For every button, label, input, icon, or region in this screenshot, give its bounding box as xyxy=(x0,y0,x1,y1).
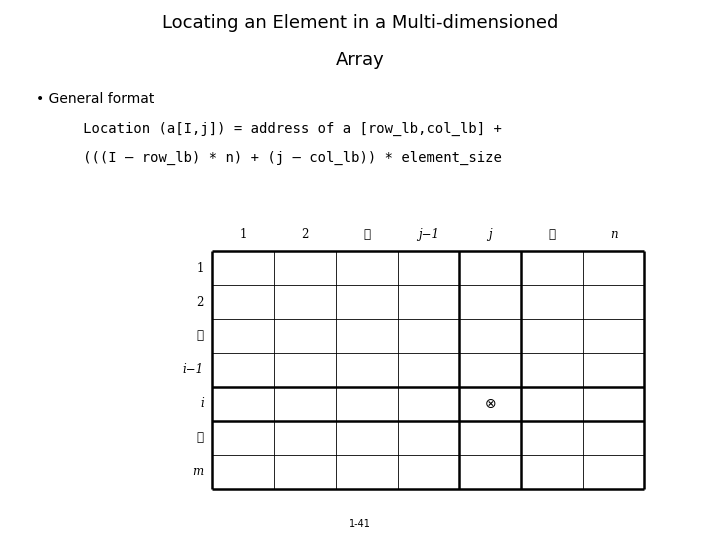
Text: 1-41: 1-41 xyxy=(349,519,371,529)
Text: ⋯: ⋯ xyxy=(549,228,555,241)
Text: i−1: i−1 xyxy=(183,363,204,376)
Text: ⋯: ⋯ xyxy=(363,228,370,241)
Text: Locating an Element in a Multi-dimensioned: Locating an Element in a Multi-dimension… xyxy=(162,14,558,31)
Text: • General format: • General format xyxy=(36,92,154,106)
Text: j−1: j−1 xyxy=(418,228,439,241)
Text: 1: 1 xyxy=(197,261,204,274)
Text: 2: 2 xyxy=(301,228,309,241)
Text: (((I – row_lb) * n) + (j – col_lb)) * element_size: (((I – row_lb) * n) + (j – col_lb)) * el… xyxy=(58,151,501,165)
Text: 2: 2 xyxy=(197,295,204,308)
Text: n: n xyxy=(610,228,617,241)
Text: m: m xyxy=(193,465,204,478)
Text: i: i xyxy=(200,397,204,410)
Text: j: j xyxy=(488,228,492,241)
Text: ⊗: ⊗ xyxy=(485,397,496,411)
Text: ⋮: ⋮ xyxy=(197,329,204,342)
Text: Location (a[I,j]) = address of a [row_lb,col_lb] +: Location (a[I,j]) = address of a [row_lb… xyxy=(58,122,501,136)
Text: Array: Array xyxy=(336,51,384,69)
Text: ⋮: ⋮ xyxy=(197,431,204,444)
Text: 1: 1 xyxy=(240,228,247,241)
